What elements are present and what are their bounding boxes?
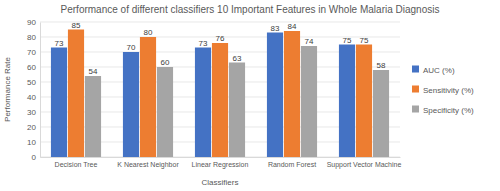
bar xyxy=(68,30,84,158)
bar xyxy=(157,67,173,157)
y-tick: 0 xyxy=(32,153,40,162)
y-tick-label: 20 xyxy=(27,123,36,132)
y-tick: 20 xyxy=(27,123,40,132)
bar xyxy=(339,45,355,158)
data-label: 58 xyxy=(377,61,386,70)
x-tick-label: Linear Regression xyxy=(192,161,249,169)
legend: AUC (%) Sensitivity (%) Specificity (%) xyxy=(412,66,474,115)
data-label: 60 xyxy=(161,58,170,67)
y-tick: 90 xyxy=(27,18,40,27)
legend-label: Sensitivity (%) xyxy=(423,86,474,95)
plot: 0 10 20 30 40 50 60 70 80 90 Decision Tree K Neares… xyxy=(27,18,401,169)
y-tick-label: 0 xyxy=(32,153,37,162)
data-label: 76 xyxy=(216,34,225,43)
bar xyxy=(195,48,211,158)
y-tick-label: 10 xyxy=(27,138,36,147)
grid-line xyxy=(40,22,400,23)
bar xyxy=(373,70,389,157)
y-tick-label: 40 xyxy=(27,93,36,102)
data-label: 83 xyxy=(271,24,280,33)
y-axis: 0 10 20 30 40 50 60 70 80 90 xyxy=(27,18,40,162)
y-tick: 80 xyxy=(27,33,40,42)
y-tick-label: 30 xyxy=(27,108,36,117)
data-label: 75 xyxy=(343,36,352,45)
x-axis-line xyxy=(41,157,401,158)
data-label: 73 xyxy=(199,39,208,48)
x-tick: K Nearest Neighbor xyxy=(117,157,179,169)
x-axis: Decision Tree K Nearest Neighbor Linear Re… xyxy=(41,157,402,169)
x-tick-label: Support Vector Machine xyxy=(327,161,402,169)
data-label: 75 xyxy=(360,36,369,45)
data-label: 85 xyxy=(72,21,81,30)
bar xyxy=(267,33,283,158)
title: Performance of different classifiers 10 … xyxy=(61,4,440,15)
bar xyxy=(123,52,139,157)
y-tick: 40 xyxy=(27,93,40,102)
data-label: 73 xyxy=(55,39,64,48)
y-tick: 10 xyxy=(27,138,40,147)
x-tick-label: K Nearest Neighbor xyxy=(117,161,179,169)
y-axis-line xyxy=(40,23,41,158)
y-tick: 60 xyxy=(27,63,40,72)
bar xyxy=(51,48,67,158)
bars xyxy=(51,30,389,158)
bar xyxy=(356,45,372,158)
x-tick: Support Vector Machine xyxy=(327,157,402,169)
data-label: 84 xyxy=(288,22,297,31)
bar xyxy=(85,76,101,157)
bar xyxy=(301,46,317,157)
legend-swatch xyxy=(412,106,419,113)
data-label: 74 xyxy=(305,37,314,46)
bar xyxy=(140,37,156,157)
legend-swatch xyxy=(412,86,419,93)
x-tick-label: Decision Tree xyxy=(55,161,98,168)
y-tick-label: 70 xyxy=(27,48,36,57)
y-tick: 30 xyxy=(27,108,40,117)
data-label: 70 xyxy=(127,43,136,52)
y-tick: 70 xyxy=(27,48,40,57)
data-label: 63 xyxy=(233,54,242,63)
x-tick-label: Random Forest xyxy=(268,161,316,168)
x-tick: Decision Tree xyxy=(55,157,98,168)
bar xyxy=(229,63,245,158)
bar xyxy=(212,43,228,157)
y-tick-label: 80 xyxy=(27,33,36,42)
legend-label: Specificity (%) xyxy=(423,106,474,115)
y-tick-label: 50 xyxy=(27,78,36,87)
data-label: 54 xyxy=(89,67,98,76)
chart: Performance of different classifiers 10 … xyxy=(0,0,500,191)
x-tick: Linear Regression xyxy=(192,157,249,169)
y-tick: 50 xyxy=(27,78,40,87)
legend-label: AUC (%) xyxy=(423,66,455,75)
data-labels: 73 70 73 83 75 85 80 76 84 75 54 60 63 74 58 xyxy=(55,21,386,77)
y-tick-label: 60 xyxy=(27,63,36,72)
x-axis-title: Classifiers xyxy=(202,178,239,187)
y-axis-title: Performance Rate xyxy=(3,56,12,121)
bar xyxy=(284,31,300,157)
y-tick-label: 90 xyxy=(27,18,36,27)
x-tick: Random Forest xyxy=(268,157,316,168)
legend-swatch xyxy=(412,66,419,73)
data-label: 80 xyxy=(144,28,153,37)
grid xyxy=(40,22,400,157)
